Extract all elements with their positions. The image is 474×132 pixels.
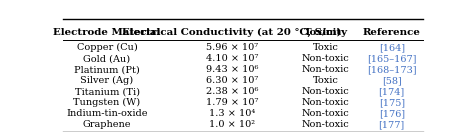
Text: [168–173]: [168–173]	[367, 65, 417, 74]
Text: Non-toxic: Non-toxic	[302, 87, 349, 96]
Text: [176]: [176]	[379, 109, 405, 118]
Text: Electrical Conductivity (at 20 °C, S/m): Electrical Conductivity (at 20 °C, S/m)	[122, 28, 342, 37]
Text: Tungsten (W): Tungsten (W)	[73, 98, 141, 107]
Text: [175]: [175]	[379, 98, 405, 107]
Text: Toxic: Toxic	[313, 76, 338, 85]
Text: Silver (Ag): Silver (Ag)	[81, 76, 134, 85]
Text: Copper (Cu): Copper (Cu)	[77, 43, 137, 52]
Text: [165–167]: [165–167]	[367, 54, 417, 63]
Text: 6.30 × 10⁷: 6.30 × 10⁷	[206, 76, 258, 85]
Text: Indium-tin-oxide: Indium-tin-oxide	[66, 109, 148, 118]
Text: [177]: [177]	[379, 120, 405, 129]
Text: 2.38 × 10⁶: 2.38 × 10⁶	[206, 87, 258, 96]
Text: 1.3 × 10⁴: 1.3 × 10⁴	[209, 109, 255, 118]
Text: 4.10 × 10⁷: 4.10 × 10⁷	[206, 54, 258, 63]
Text: 1.0 × 10²: 1.0 × 10²	[209, 120, 255, 129]
Text: [164]: [164]	[379, 43, 405, 52]
Text: Electrode Material: Electrode Material	[53, 28, 161, 37]
Text: Titanium (Ti): Titanium (Ti)	[74, 87, 139, 96]
Text: Non-toxic: Non-toxic	[302, 54, 349, 63]
Text: 1.79 × 10⁷: 1.79 × 10⁷	[206, 98, 258, 107]
Text: Gold (Au): Gold (Au)	[83, 54, 130, 63]
Text: Non-toxic: Non-toxic	[302, 65, 349, 74]
Text: Graphene: Graphene	[83, 120, 131, 129]
Text: Non-toxic: Non-toxic	[302, 109, 349, 118]
Text: 9.43 × 10⁶: 9.43 × 10⁶	[206, 65, 258, 74]
Text: [174]: [174]	[379, 87, 405, 96]
Text: [58]: [58]	[382, 76, 401, 85]
Text: Reference: Reference	[363, 28, 420, 37]
Text: 5.96 × 10⁷: 5.96 × 10⁷	[206, 43, 258, 52]
Text: Platinum (Pt): Platinum (Pt)	[74, 65, 140, 74]
Text: Toxicity: Toxicity	[303, 28, 347, 37]
Text: Non-toxic: Non-toxic	[302, 98, 349, 107]
Text: Toxic: Toxic	[313, 43, 338, 52]
Text: Non-toxic: Non-toxic	[302, 120, 349, 129]
